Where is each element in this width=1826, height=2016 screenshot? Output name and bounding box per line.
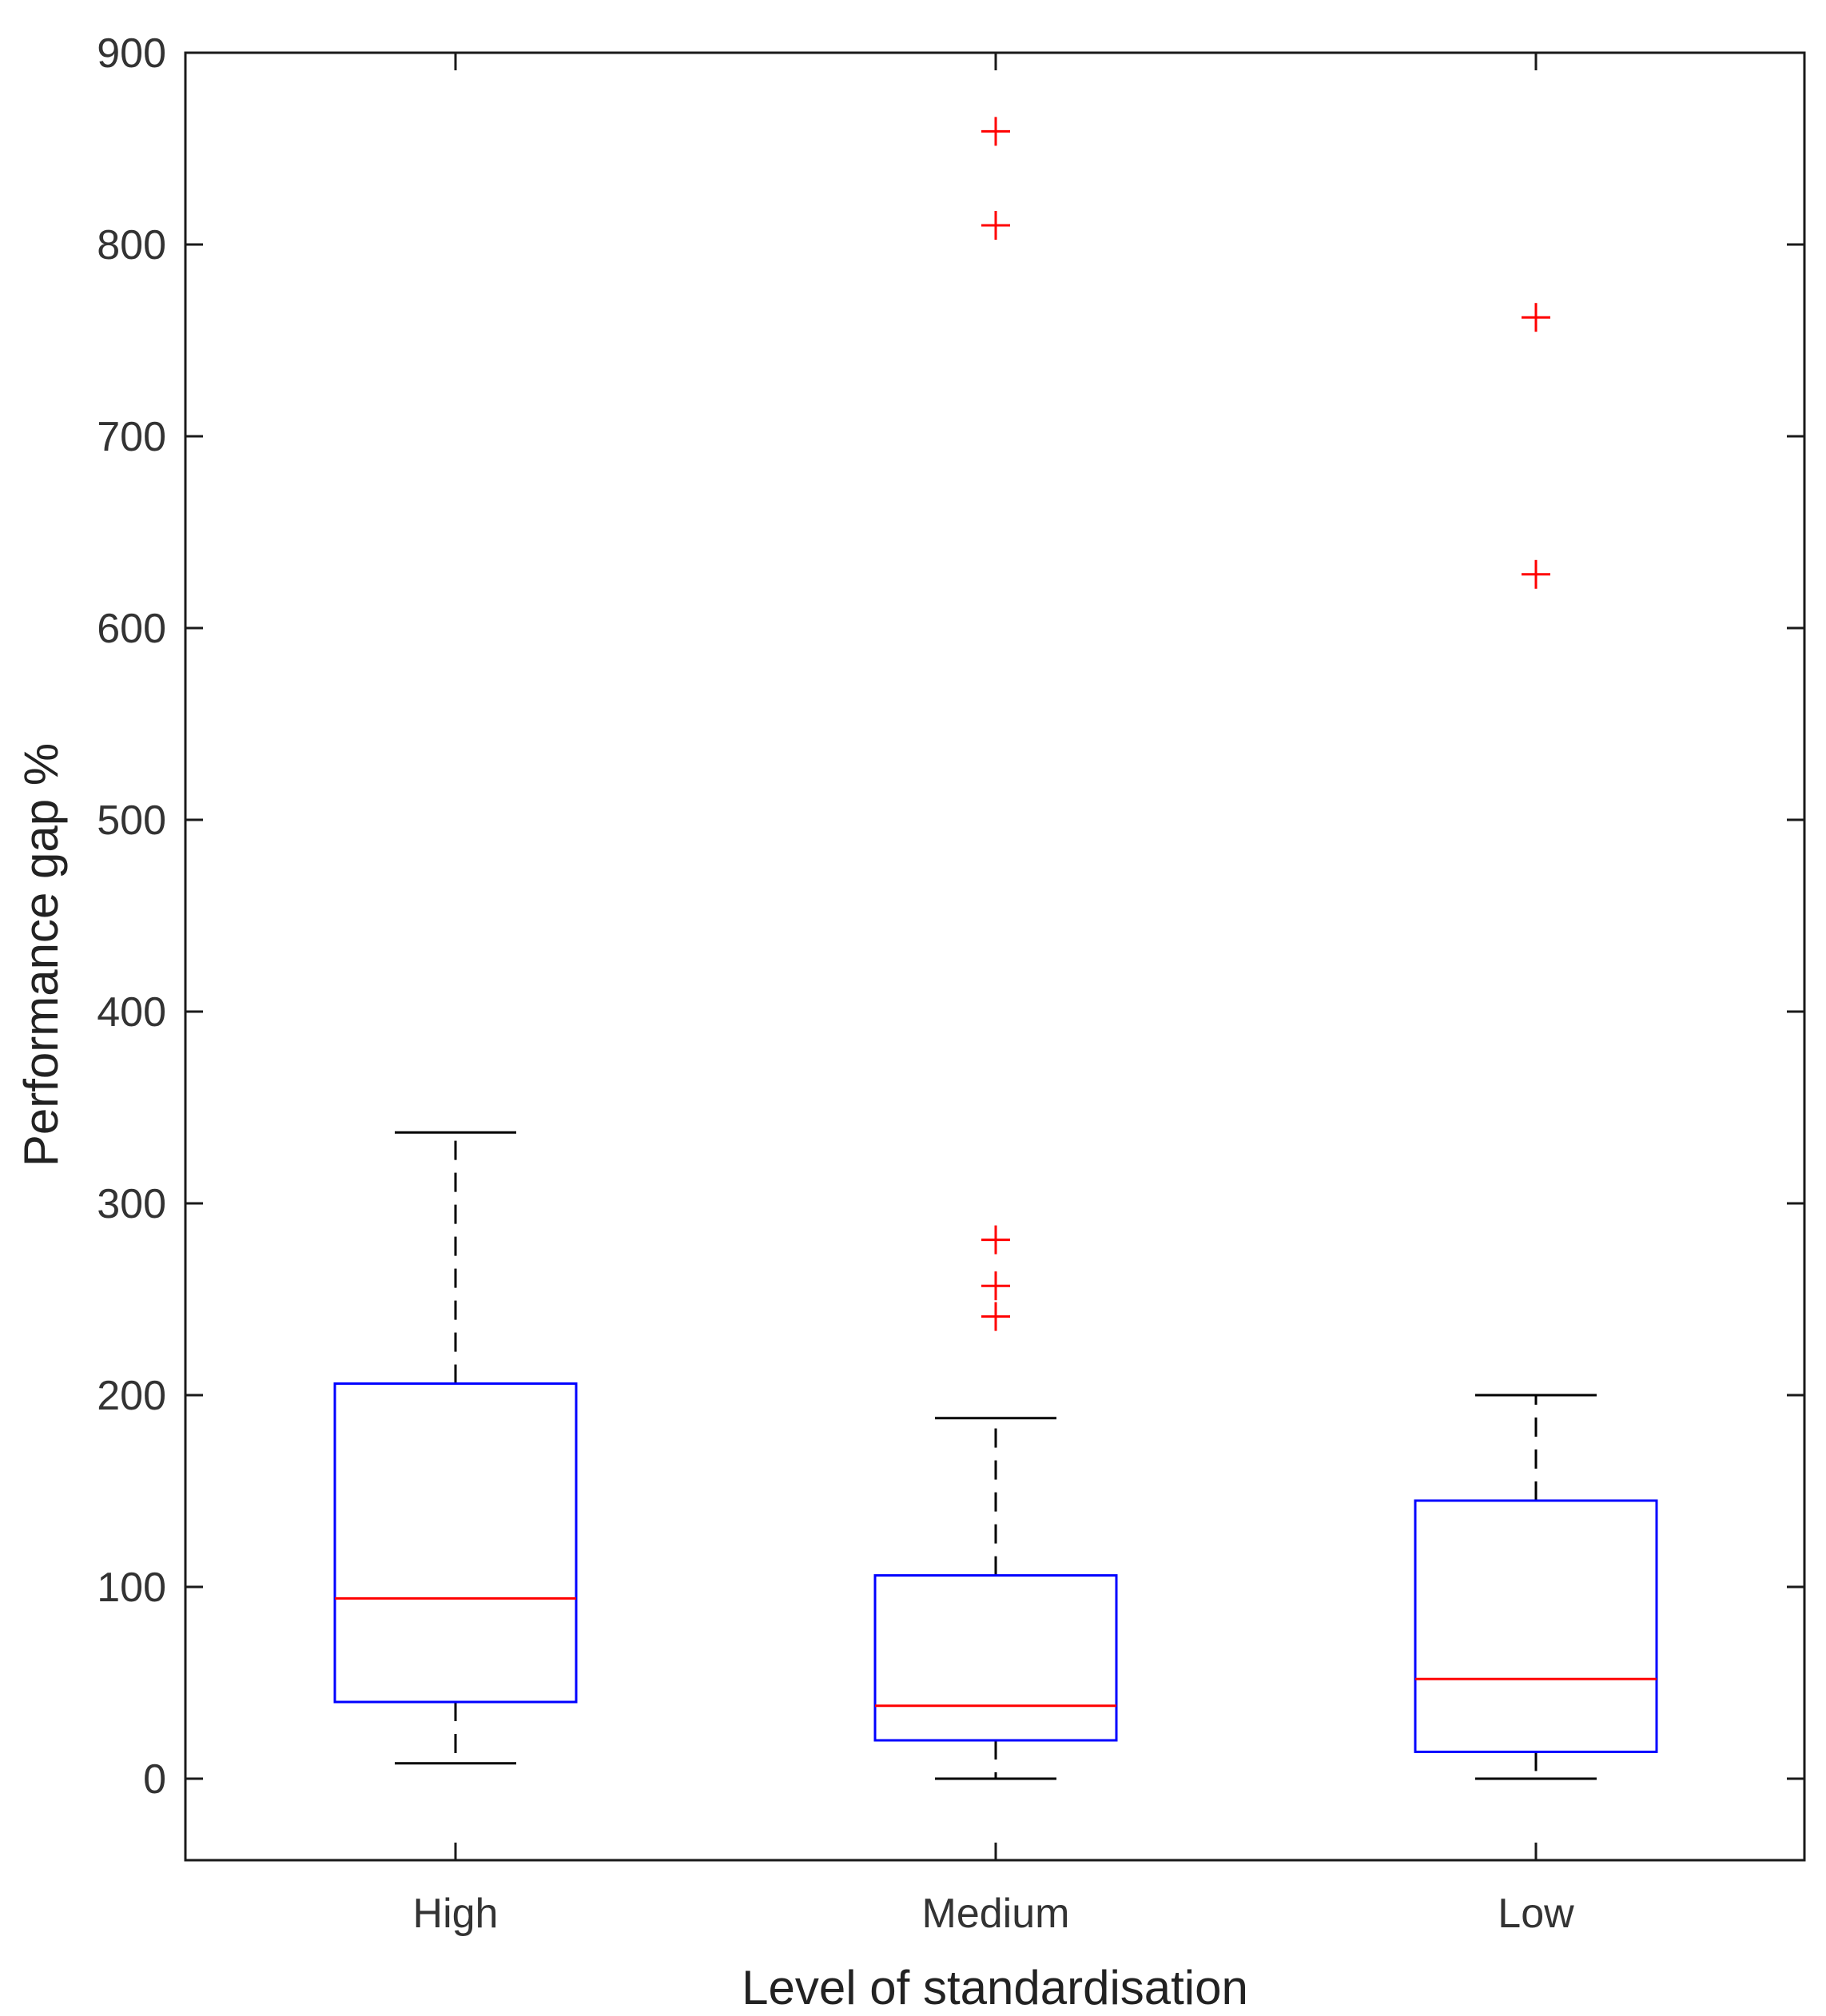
outlier-medium-3 [981,211,1010,240]
axis-ticks: 0 100 200 300 400 500 600 700 800 900 High Medium Lo… [97,30,1804,1937]
boxes-group [333,117,1658,1780]
y-tick-label-800: 800 [97,222,166,268]
y-tick-label-200: 200 [97,1373,166,1419]
outlier-medium-4 [981,117,1010,146]
x-tick-label-high: High [413,1891,499,1937]
y-tick-label-700: 700 [97,414,166,460]
x-tick-label-medium: Medium [922,1891,1070,1937]
box-high [333,1131,578,1765]
y-tick-label-600: 600 [97,606,166,652]
outlier-medium-2 [981,1225,1010,1255]
outlier-low-1 [1522,303,1550,332]
iqr-box-low [1414,1499,1658,1753]
y-tick-label-100: 100 [97,1565,166,1611]
box-low [1414,303,1658,1780]
y-axis-title: Performance gap % [14,743,68,1167]
outlier-medium-1 [981,1271,1010,1301]
y-tick-label-0: 0 [143,1756,166,1803]
outlier-low-0 [1522,559,1550,589]
outlier-medium-0 [981,1302,1010,1331]
x-axis-title: Level of standardisation [742,1961,1248,2014]
box-medium [873,117,1118,1780]
y-tick-label-400: 400 [97,989,166,1036]
iqr-box-high [333,1382,578,1704]
x-tick-label-low: Low [1498,1891,1574,1937]
y-tick-label-900: 900 [97,30,166,77]
iqr-box-medium [873,1574,1118,1742]
y-tick-label-300: 300 [97,1181,166,1227]
y-tick-label-500: 500 [97,797,166,844]
